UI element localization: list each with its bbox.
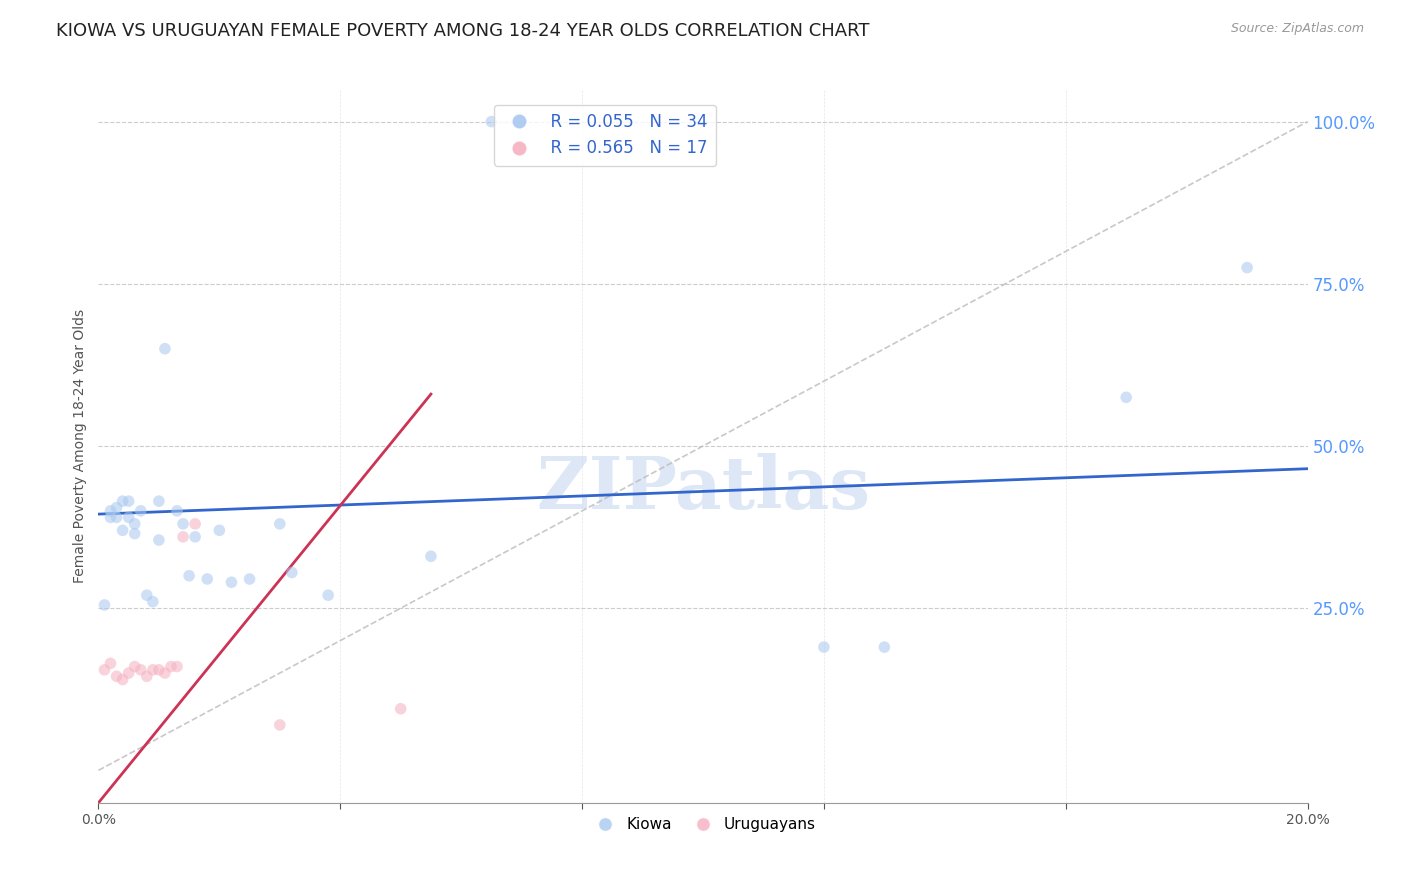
Point <box>135 588 157 602</box>
Point <box>124 659 146 673</box>
Point <box>105 500 128 515</box>
Point <box>239 572 262 586</box>
Point <box>100 657 122 671</box>
Point <box>129 663 152 677</box>
Point <box>105 510 128 524</box>
Point <box>111 524 134 538</box>
Point <box>172 530 194 544</box>
Point <box>172 516 194 531</box>
Point <box>166 659 188 673</box>
Point <box>111 673 134 687</box>
Point <box>100 504 122 518</box>
Point <box>316 588 339 602</box>
Point <box>148 663 170 677</box>
Point <box>148 494 170 508</box>
Text: KIOWA VS URUGUAYAN FEMALE POVERTY AMONG 18-24 YEAR OLDS CORRELATION CHART: KIOWA VS URUGUAYAN FEMALE POVERTY AMONG … <box>56 22 870 40</box>
Point <box>135 669 157 683</box>
Text: ZIPatlas: ZIPatlas <box>536 453 870 524</box>
Point <box>111 494 134 508</box>
Point <box>142 595 165 609</box>
Point <box>124 526 146 541</box>
Point <box>269 516 291 531</box>
Point <box>93 663 115 677</box>
Point <box>100 510 122 524</box>
Point <box>221 575 243 590</box>
Point <box>129 504 152 518</box>
Point <box>269 718 291 732</box>
Point <box>124 516 146 531</box>
Point <box>160 659 183 673</box>
Point <box>142 663 165 677</box>
Point <box>208 524 231 538</box>
Point <box>118 494 141 508</box>
Point <box>1115 390 1137 404</box>
Legend: Kiowa, Uruguayans: Kiowa, Uruguayans <box>583 811 823 838</box>
Point <box>153 342 176 356</box>
Point <box>481 114 503 128</box>
Point <box>184 516 207 531</box>
Point <box>166 504 188 518</box>
Point <box>873 640 896 654</box>
Point <box>184 530 207 544</box>
Point <box>105 669 128 683</box>
Point <box>195 572 218 586</box>
Point <box>179 568 201 582</box>
Point <box>148 533 170 547</box>
Point <box>1236 260 1258 275</box>
Point <box>118 510 141 524</box>
Point <box>153 666 176 681</box>
Point <box>93 598 115 612</box>
Point <box>281 566 304 580</box>
Text: Source: ZipAtlas.com: Source: ZipAtlas.com <box>1230 22 1364 36</box>
Point <box>389 702 412 716</box>
Point <box>813 640 835 654</box>
Point <box>420 549 443 564</box>
Point <box>118 666 141 681</box>
Y-axis label: Female Poverty Among 18-24 Year Olds: Female Poverty Among 18-24 Year Olds <box>73 309 87 583</box>
